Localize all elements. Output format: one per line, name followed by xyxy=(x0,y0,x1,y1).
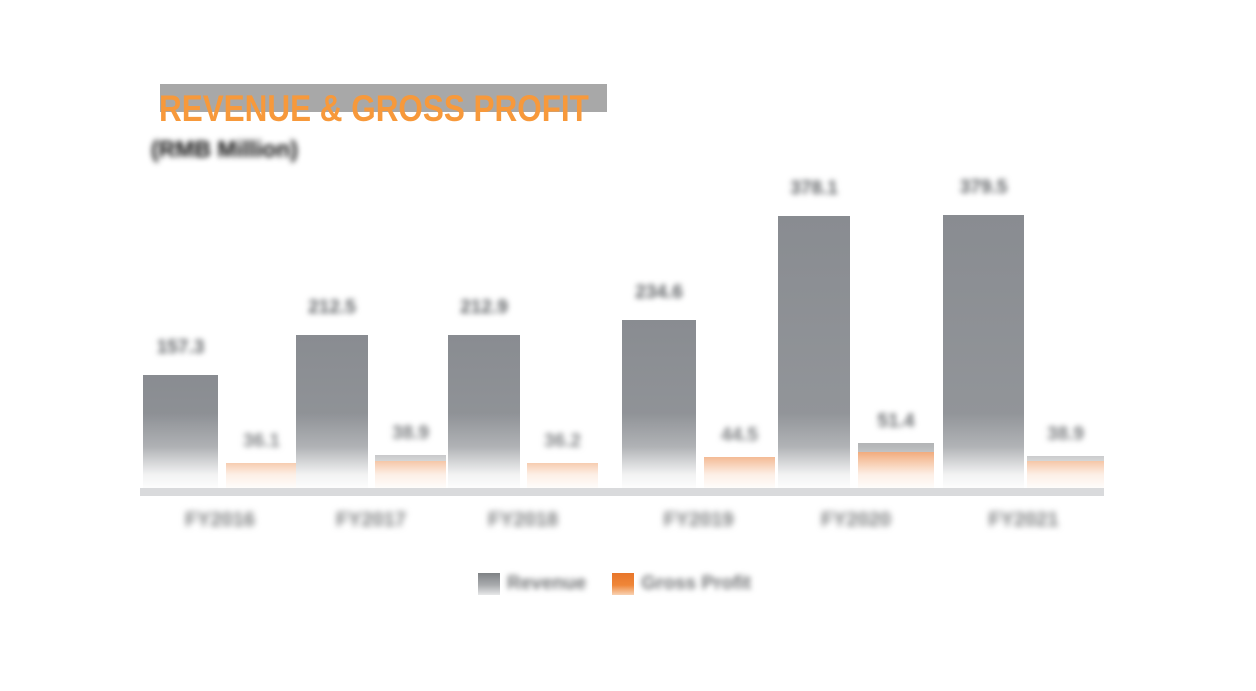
x-axis-label: FY2016 xyxy=(184,509,256,531)
gross-profit-bar xyxy=(226,463,297,489)
gross-profit-swatch-icon xyxy=(612,573,635,595)
gross-profit-bar xyxy=(527,463,598,489)
revenue-bar xyxy=(943,215,1024,489)
chart-legend: Revenue Gross Profit xyxy=(478,573,751,595)
legend-item-revenue: Revenue xyxy=(478,573,586,595)
gross-profit-bar xyxy=(704,457,775,489)
title-background-band xyxy=(160,84,607,112)
chart-area: 157.3 36.1 212.5 38.9 212.9 36.2 234.6 44.5 378.… xyxy=(143,177,1104,489)
x-axis-label: FY2018 xyxy=(487,509,559,531)
legend-label-revenue: Revenue xyxy=(507,573,587,594)
revenue-value-label: 379.5 xyxy=(959,177,1008,198)
revenue-value-label: 378.1 xyxy=(790,178,838,199)
x-axis-label: FY2017 xyxy=(335,509,407,531)
revenue-value-label: 157.3 xyxy=(156,337,205,358)
gross-profit-bar xyxy=(375,455,446,489)
x-axis-label: FY2020 xyxy=(820,509,892,531)
gross-profit-value-label: 51.4 xyxy=(877,411,915,432)
gross-profit-bar xyxy=(858,443,934,489)
revenue-value-label: 234.6 xyxy=(635,282,683,303)
legend-label-gross-profit: Gross Profit xyxy=(641,573,752,594)
revenue-bar xyxy=(778,216,850,489)
revenue-swatch-icon xyxy=(478,573,500,595)
gross-profit-value-label: 36.2 xyxy=(544,431,581,452)
revenue-bar xyxy=(296,335,368,489)
gross-profit-bar xyxy=(1027,456,1104,489)
revenue-bar xyxy=(448,335,520,489)
revenue-value-label: 212.9 xyxy=(460,297,508,318)
revenue-bar xyxy=(622,320,696,489)
x-axis-label: FY2021 xyxy=(988,509,1059,531)
legend-item-gross-profit: Gross Profit xyxy=(612,573,751,595)
x-axis-baseline xyxy=(140,488,1104,496)
revenue-value-label: 212.5 xyxy=(308,297,356,318)
gross-profit-value-label: 38.9 xyxy=(1047,424,1084,445)
chart-subtitle: (RMB Million) xyxy=(151,136,298,162)
x-axis-label: FY2019 xyxy=(663,509,734,531)
chart-title: REVENUE & GROSS PROFIT xyxy=(159,88,589,129)
